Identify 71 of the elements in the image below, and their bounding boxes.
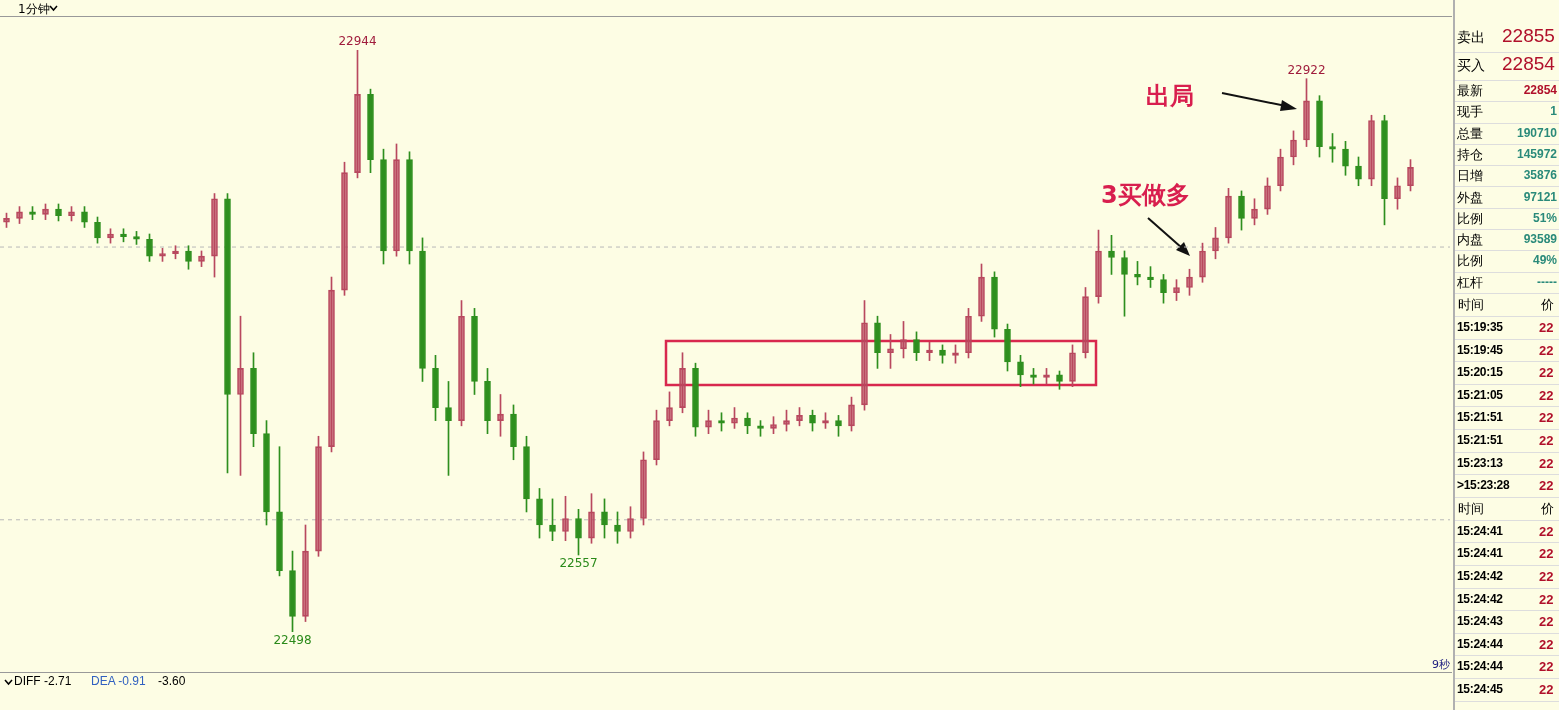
text: 比例 xyxy=(1457,252,1483,271)
text: 内盘 xyxy=(1457,231,1483,250)
text: 145972 xyxy=(1516,146,1557,161)
text: 1 xyxy=(1550,104,1557,119)
text: 22855 xyxy=(1502,25,1555,47)
text: 日增 xyxy=(1457,167,1483,186)
text: 22 xyxy=(1539,387,1554,403)
text: 15:24:42 xyxy=(1457,591,1503,606)
text: 22 xyxy=(1539,365,1554,381)
text: 22 xyxy=(1539,478,1554,494)
text: 51% xyxy=(1532,210,1557,225)
text: 22 xyxy=(1539,342,1554,358)
text: 22 xyxy=(1539,320,1554,335)
text: 外盘 xyxy=(1457,188,1483,207)
text: 价 xyxy=(1541,296,1554,314)
text: 时间 xyxy=(1458,499,1484,518)
text: 22 xyxy=(1539,523,1554,539)
text: 22 xyxy=(1539,636,1554,652)
text: 22 xyxy=(1539,569,1554,584)
text: 持仓 xyxy=(1457,145,1483,164)
text: 22 xyxy=(1539,455,1554,471)
text: 15:19:35 xyxy=(1457,320,1503,334)
text: 9秒 xyxy=(1432,657,1450,672)
text: 买入 xyxy=(1457,57,1485,75)
text: 22854 xyxy=(1502,53,1555,75)
text: 比例 xyxy=(1457,209,1483,228)
text: 15:21:51 xyxy=(1457,410,1503,425)
text: 22 xyxy=(1539,682,1554,697)
text: 15:24:44 xyxy=(1457,636,1503,651)
text: 93589 xyxy=(1523,232,1557,247)
annotation: 出局 xyxy=(1146,81,1194,112)
text: 15:24:43 xyxy=(1457,614,1503,629)
text: 22 xyxy=(1539,659,1554,675)
text: 15:24:45 xyxy=(1457,682,1503,696)
annotation: 22922 xyxy=(1287,62,1326,77)
text: DEA -0.91 xyxy=(91,674,146,688)
text: 时间 xyxy=(1458,296,1484,314)
annotation: 22944 xyxy=(338,34,377,49)
annotation: 22557 xyxy=(559,556,598,571)
text: 15:24:44 xyxy=(1457,659,1503,674)
text: >15:23:28 xyxy=(1457,478,1510,493)
text: 22 xyxy=(1539,591,1554,607)
annotation: 3买做多 xyxy=(1101,180,1190,211)
text: 15:23:13 xyxy=(1457,455,1503,470)
text: 97121 xyxy=(1523,189,1557,204)
text: 15:21:05 xyxy=(1457,387,1503,402)
text: 15:19:45 xyxy=(1457,342,1503,357)
text: 1分钟 xyxy=(18,1,50,18)
text: 49% xyxy=(1532,253,1557,268)
annotation: 22498 xyxy=(273,633,312,648)
text: 15:20:15 xyxy=(1457,365,1503,380)
text: 22 xyxy=(1539,614,1554,630)
text: ----- xyxy=(1537,274,1557,289)
text: -3.60 xyxy=(158,674,186,688)
text: 总量 xyxy=(1457,124,1483,143)
text: 现手 xyxy=(1457,103,1483,122)
text: 卖出 xyxy=(1457,29,1485,47)
text: 190710 xyxy=(1516,125,1557,140)
text: 22 xyxy=(1539,410,1554,426)
text: 15:24:41 xyxy=(1457,523,1503,538)
text: 22854 xyxy=(1523,83,1557,97)
text: DIFF -2.71 xyxy=(14,674,72,688)
text: 15:24:42 xyxy=(1457,569,1503,583)
text: 22 xyxy=(1539,546,1554,562)
text: 最新 xyxy=(1457,82,1483,100)
text: 杠杆 xyxy=(1457,273,1483,292)
text: 15:21:51 xyxy=(1457,433,1503,447)
text: 35876 xyxy=(1523,168,1557,183)
text: 价 xyxy=(1541,499,1554,518)
text: 22 xyxy=(1539,433,1554,448)
text: 15:24:41 xyxy=(1457,546,1503,561)
